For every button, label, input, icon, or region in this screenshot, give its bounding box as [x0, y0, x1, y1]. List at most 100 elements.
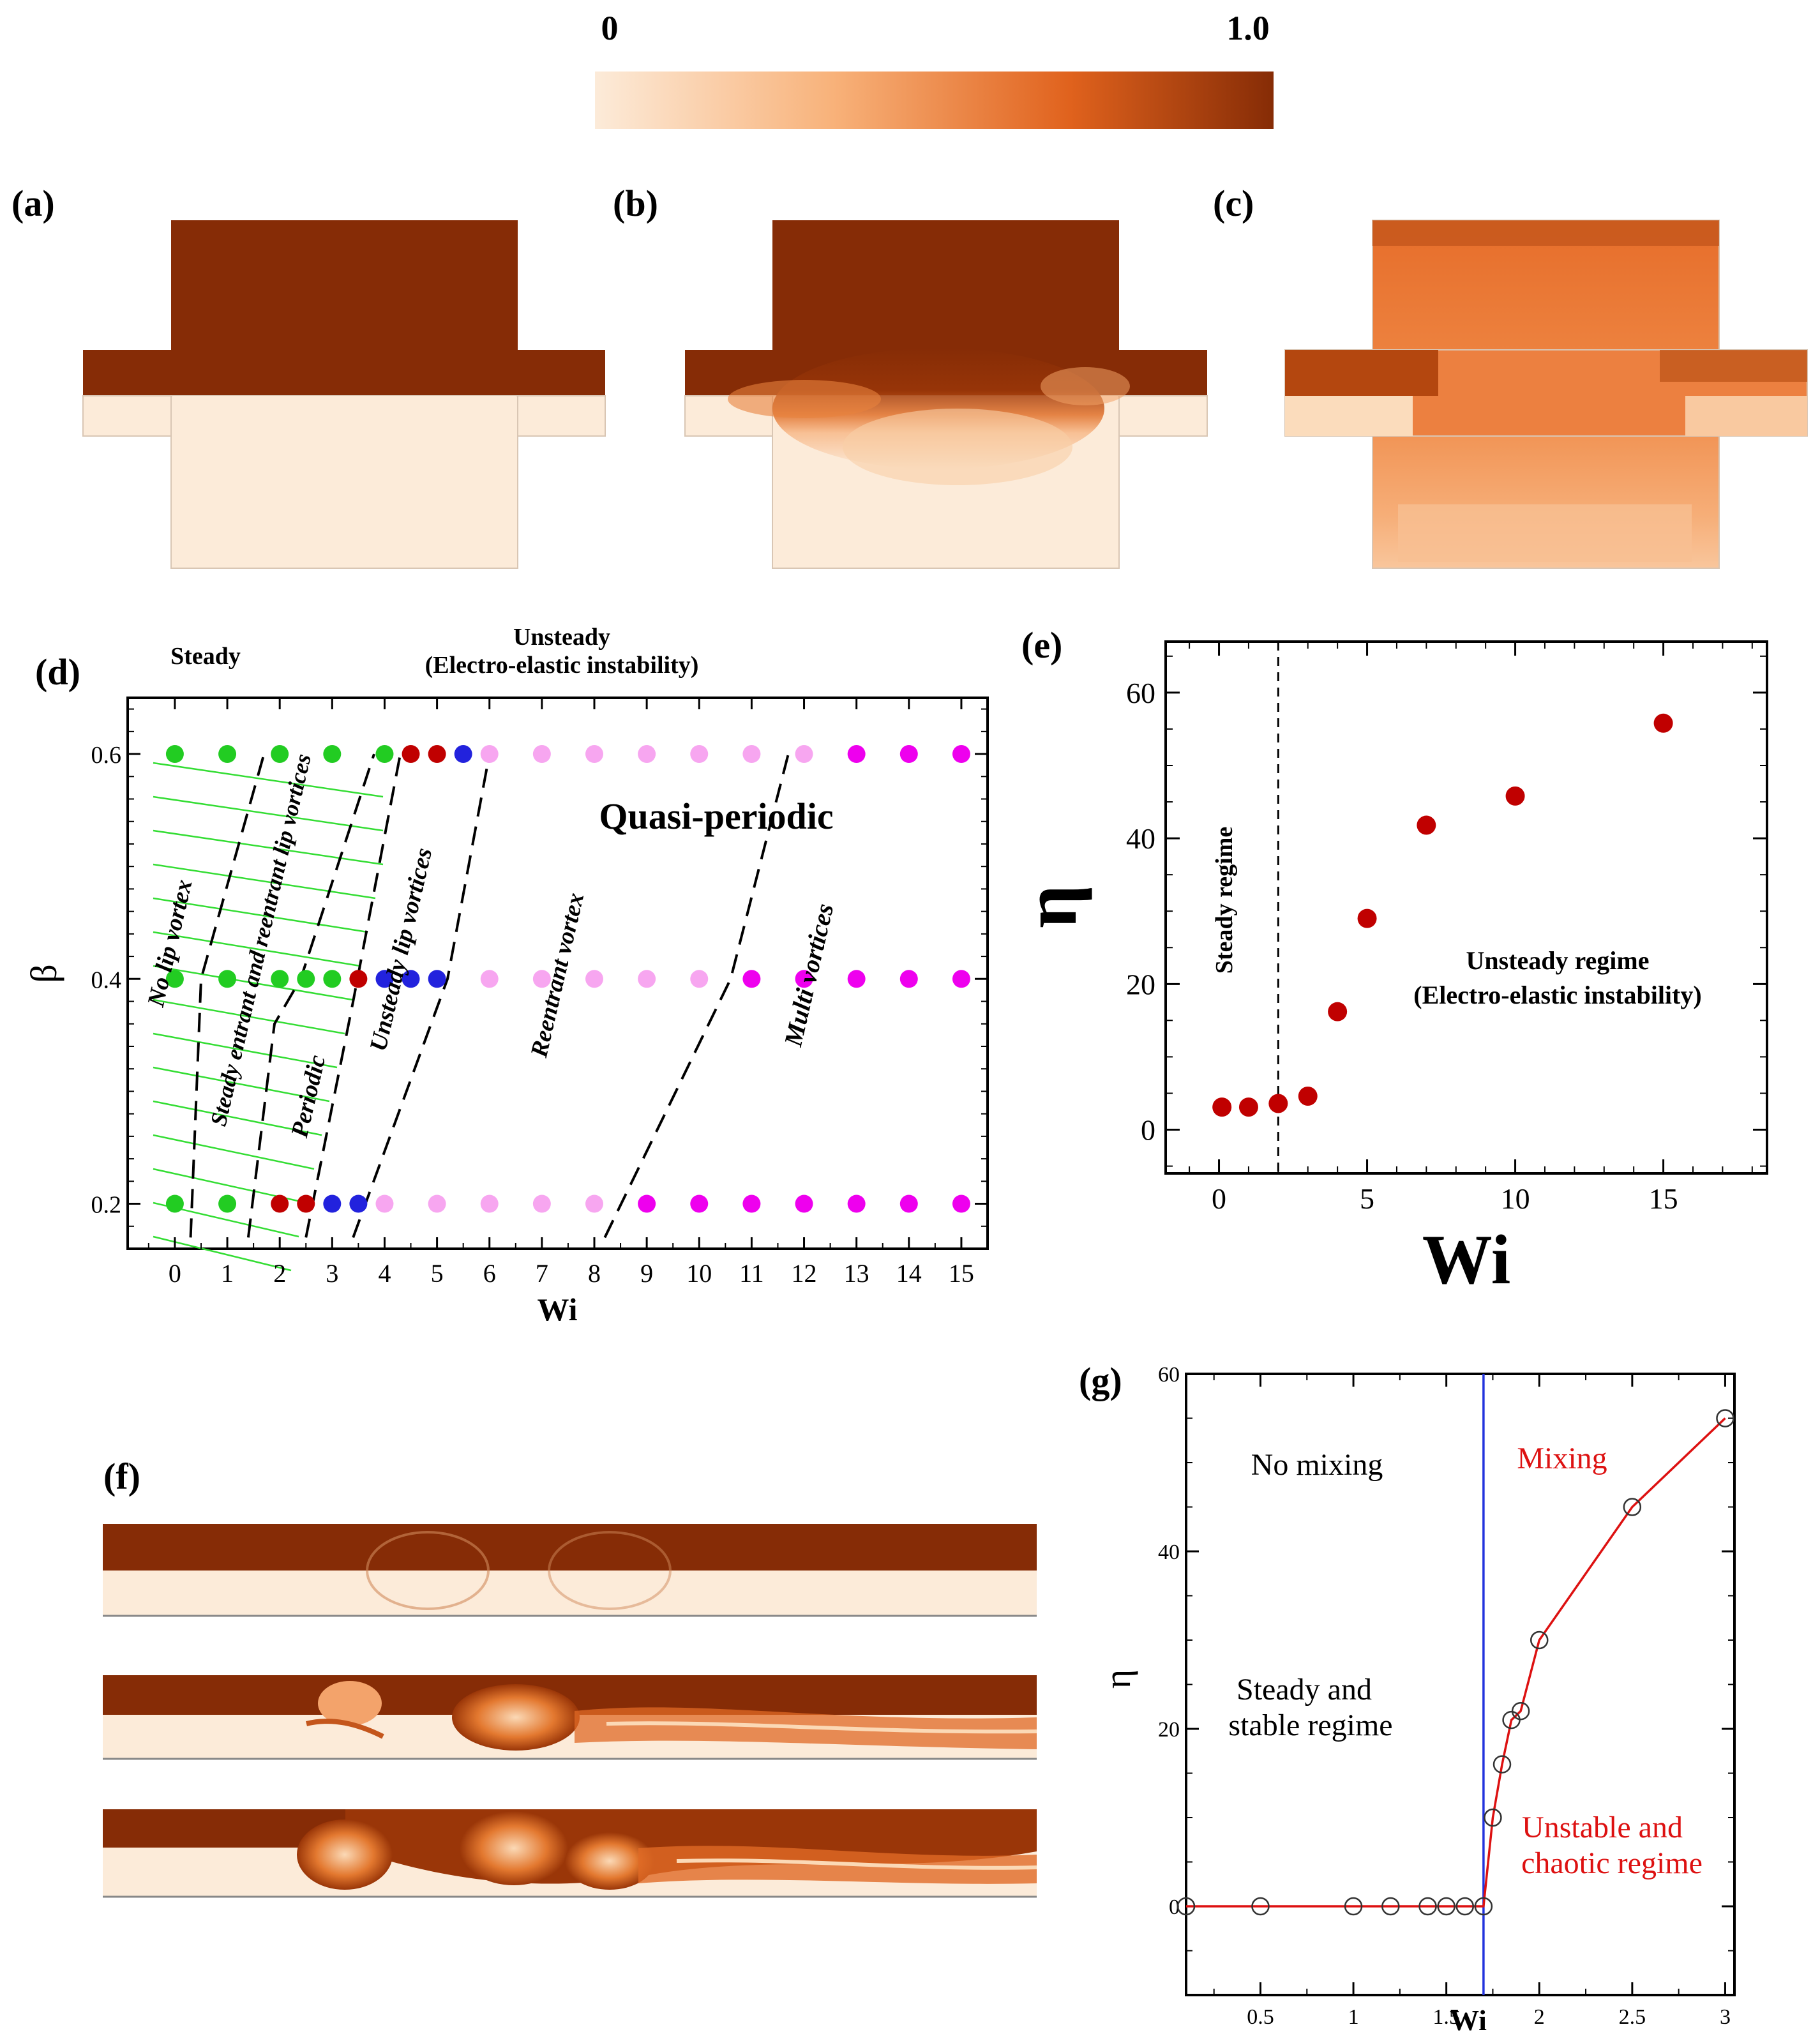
d-point-unsteady_lip	[402, 970, 420, 988]
d-boundary-line	[352, 753, 491, 1239]
panel-a-geometry	[82, 220, 606, 569]
g-point	[1511, 1701, 1530, 1721]
d-xtick-label: 4	[378, 1259, 391, 1288]
e-ytick-label: 0	[1141, 1114, 1155, 1147]
d-hatch-line	[153, 762, 384, 798]
panel-label-f: (f)	[103, 1456, 140, 1497]
d-point-reentrant	[638, 745, 656, 764]
d-point-multi	[952, 1194, 970, 1213]
d-hatch-line	[153, 829, 384, 866]
f-channel-3	[103, 1809, 1037, 1898]
g-point	[1474, 1897, 1493, 1916]
d-point-reentrant	[585, 745, 603, 764]
d-point-steady	[218, 1194, 237, 1213]
e-point	[1328, 1002, 1348, 1021]
d-xtick-label: 11	[739, 1259, 764, 1288]
g-point	[1251, 1897, 1270, 1916]
g-point	[1493, 1755, 1512, 1774]
g-annot-unstable-2: chaotic regime	[1521, 1846, 1703, 1880]
colorbar-min-label: 0	[601, 9, 619, 47]
d-hatch-line	[153, 965, 353, 1001]
d-ytick-label: 0.2	[91, 1192, 122, 1219]
d-region-quasi-periodic: Quasi-periodic	[599, 795, 833, 837]
e-ytick-label: 60	[1126, 677, 1155, 709]
d-point-multi	[795, 1194, 813, 1213]
d-point-multi	[952, 970, 970, 988]
e-xtick-label: 15	[1649, 1182, 1678, 1215]
colorbar-max-label: 1.0	[1226, 9, 1270, 47]
d-point-unsteady_lip	[454, 745, 472, 764]
e-point	[1212, 1097, 1232, 1117]
g-ytick-label: 40	[1158, 1541, 1180, 1564]
g-xtick-label: 1	[1348, 2005, 1359, 2029]
d-xtick-label: 6	[483, 1259, 496, 1288]
e-annot-steady: Steady regime	[1211, 827, 1238, 974]
d-point-reentrant	[532, 745, 551, 764]
d-point-steady	[375, 745, 394, 764]
g-point	[1381, 1897, 1400, 1916]
e-annot-unsteady: Unsteady regime	[1466, 946, 1650, 975]
d-xtick-label: 0	[169, 1259, 181, 1288]
d-point-multi	[899, 1194, 918, 1213]
g-point	[1418, 1897, 1437, 1916]
d-hatch-line	[153, 931, 361, 967]
d-boundaries	[189, 753, 790, 1239]
d-xtick-label: 5	[431, 1259, 444, 1288]
d-point-multi	[952, 745, 970, 764]
d-point-periodic	[402, 745, 420, 764]
d-point-reentrant	[795, 745, 813, 764]
g-ticks: 0.5 1 1.5 2 2.5 3 0 20 40 60	[1158, 1363, 1734, 2029]
d-boundary-line	[246, 753, 375, 1238]
d-point-steady	[323, 745, 342, 764]
d-point-steady	[218, 970, 237, 988]
d-point-reentrant	[585, 970, 603, 988]
d-point-periodic	[428, 745, 446, 764]
e-xtick-label: 0	[1212, 1182, 1226, 1215]
d-xtick-label: 2	[273, 1259, 286, 1288]
d-ylabel: β	[23, 964, 64, 983]
d-xtick-label: 15	[949, 1259, 974, 1288]
e-annot-unsteady-sub: (Electro-elastic instability)	[1413, 981, 1701, 1009]
d-xtick-label: 9	[640, 1259, 653, 1288]
d-header-unsteady-sub: (Electro-elastic instability)	[425, 652, 699, 679]
d-point-steady	[165, 970, 184, 988]
panel-label-b: (b)	[613, 183, 658, 224]
d-hatch-line	[153, 863, 376, 900]
d-xlabel: Wi	[538, 1292, 578, 1327]
g-xtick-label: 2	[1534, 2005, 1545, 2029]
g-points	[1177, 1409, 1734, 1916]
d-point-multi	[847, 1194, 866, 1213]
d-point-multi	[742, 1194, 761, 1213]
g-ytick-label: 20	[1158, 1718, 1180, 1742]
d-hatch-line	[153, 897, 368, 933]
e-point	[1298, 1087, 1318, 1106]
g-xtick-label: 3	[1720, 2005, 1731, 2029]
d-ytick-label: 0.4	[91, 967, 122, 993]
d-hatch-line	[153, 1032, 338, 1069]
d-ticks: 0 1 2 3 4 5 6 7 8 9 10 11 12 13 14 150.20.40.6	[91, 698, 988, 1288]
d-point-reentrant	[480, 1194, 499, 1213]
d-point-steady	[271, 745, 289, 764]
f-channel-1	[103, 1524, 1037, 1617]
e-plot-frame	[1164, 640, 1768, 1175]
e-ticks: 0 5 10 15 0 20 40 60	[1126, 642, 1767, 1215]
d-point-steady	[218, 745, 237, 764]
d-xtick-label: 14	[896, 1259, 922, 1288]
g-point	[1484, 1808, 1502, 1827]
g-annot-steady-1: Steady and	[1237, 1673, 1372, 1706]
panel-label-g: (g)	[1079, 1360, 1122, 1401]
g-point	[1716, 1409, 1734, 1428]
g-ytick-label: 0	[1169, 1895, 1180, 1919]
d-xtick-label: 8	[588, 1259, 601, 1288]
d-xtick-label: 12	[792, 1259, 817, 1288]
d-point-steady	[165, 745, 184, 764]
d-ytick-label: 0.6	[91, 742, 122, 769]
d-point-steady	[271, 970, 289, 988]
g-annot-steady-2: stable regime	[1228, 1708, 1392, 1742]
d-point-unsteady_lip	[323, 1194, 342, 1213]
g-xtick-label: 0.5	[1247, 2005, 1274, 2029]
g-annot-mixing: Mixing	[1517, 1442, 1607, 1475]
g-annot-unstable-1: Unstable and	[1522, 1811, 1683, 1844]
e-point	[1417, 815, 1436, 835]
